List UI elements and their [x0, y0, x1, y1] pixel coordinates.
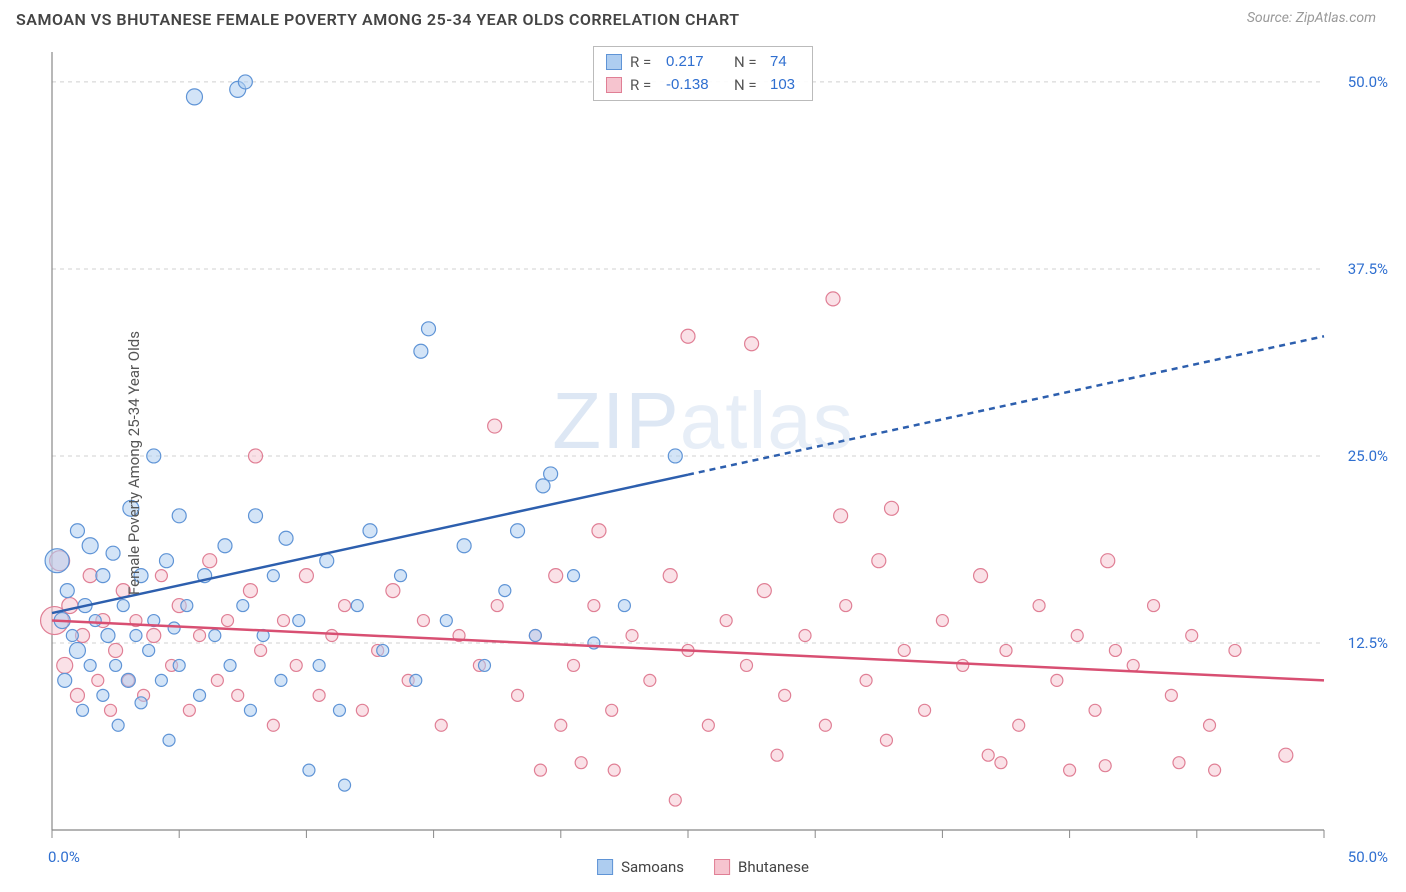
r-value-samoans: 0.217 [666, 51, 726, 74]
legend-item: Bhutanese [714, 858, 809, 876]
n-value-samoans: 74 [770, 51, 800, 74]
y-axis-label: Female Poverty Among 25-34 Year Olds [125, 331, 143, 595]
y-tick-label: 37.5% [1348, 260, 1388, 278]
correlation-legend: R = 0.217 N = 74 R = -0.138 N = 103 [593, 46, 813, 101]
legend-item: Samoans [597, 858, 684, 876]
legend-swatch [597, 859, 613, 875]
y-tick-label: 12.5% [1348, 634, 1388, 652]
legend-swatch-bhutanese [606, 77, 622, 93]
legend-label: Samoans [621, 858, 684, 876]
x-axis-origin: 0.0% [48, 848, 80, 866]
legend-row: R = 0.217 N = 74 [606, 51, 800, 74]
source-label: Source: ZipAtlas.com [1247, 10, 1376, 26]
legend-swatch [714, 859, 730, 875]
chart-area: Female Poverty Among 25-34 Year Olds ZIP… [10, 44, 1396, 882]
legend-row: R = -0.138 N = 103 [606, 74, 800, 97]
legend-label: Bhutanese [738, 858, 809, 876]
scatter-plot [10, 44, 1396, 882]
legend-swatch-samoans [606, 54, 622, 70]
n-value-bhutanese: 103 [770, 74, 800, 97]
r-value-bhutanese: -0.138 [666, 74, 726, 97]
y-tick-label: 50.0% [1348, 73, 1388, 91]
series-legend: Samoans Bhutanese [597, 858, 809, 876]
y-tick-label: 25.0% [1348, 447, 1388, 465]
x-axis-max: 50.0% [1348, 848, 1388, 866]
chart-title: SAMOAN VS BHUTANESE FEMALE POVERTY AMONG… [16, 10, 740, 29]
